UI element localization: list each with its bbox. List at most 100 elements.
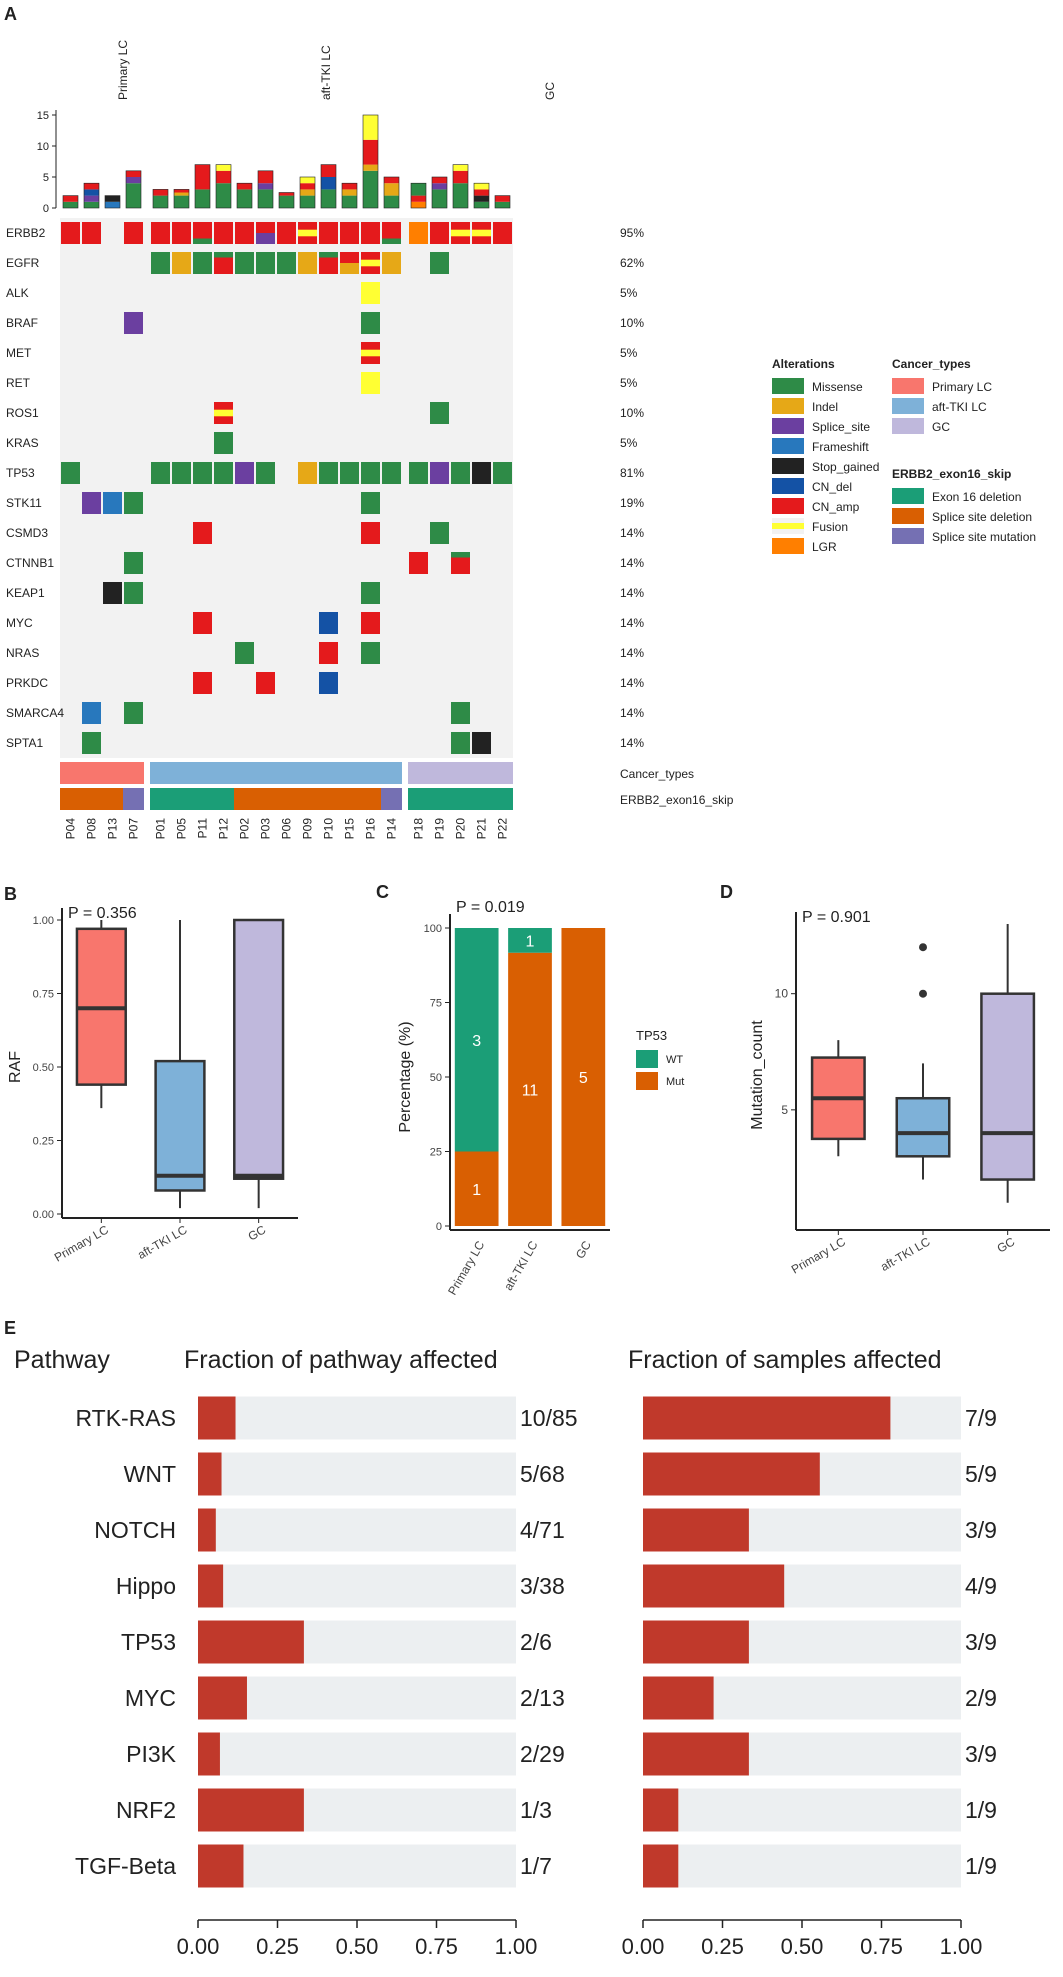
pathway-fraction-label: 2/13	[520, 1685, 565, 1711]
box-body	[980, 992, 1036, 1181]
oncoprint-cell	[172, 222, 191, 244]
top-count-bar-segment	[84, 189, 99, 196]
top-count-bar-outline	[83, 182, 100, 209]
exon16-skip-cell	[171, 788, 192, 810]
group-label: aft-TKI LC	[319, 45, 333, 100]
legend-swatch	[892, 488, 924, 504]
top-count-bar-segment	[300, 189, 315, 196]
pathway-bar	[643, 1732, 749, 1776]
cancer-type-cell	[234, 762, 255, 784]
oncoprint-cell	[151, 252, 170, 274]
gene-label: ALK	[6, 286, 29, 300]
pathway-bar-background	[198, 1732, 516, 1776]
top-count-bar-segment	[432, 183, 447, 190]
oncoprint-cell	[172, 462, 191, 484]
cancer-type-cell	[123, 762, 144, 784]
legend-label: Indel	[812, 400, 838, 414]
panel-label-e: E	[4, 1318, 16, 1338]
top-count-bar-segment	[495, 195, 510, 202]
gene-label: RET	[6, 376, 31, 390]
top-count-bar-segment	[216, 170, 231, 184]
exon16-skip-cell	[450, 788, 471, 810]
gene-percent-label: 5%	[620, 346, 638, 360]
oncoprint-cell	[361, 222, 380, 244]
cancer-type-cell	[471, 762, 492, 784]
group-label: Primary LC	[116, 40, 130, 100]
oncoprint-cell	[430, 462, 449, 484]
exon16-skip-cell	[234, 788, 255, 810]
sample-label: P20	[454, 818, 468, 840]
top-count-bar-segment	[495, 201, 510, 208]
gene-percent-label: 5%	[620, 436, 638, 450]
x-tick-label: 0.25	[256, 1934, 299, 1959]
oncoprint-cell	[451, 702, 470, 724]
top-count-bar-segment	[195, 189, 210, 208]
gene-percent-label: 14%	[620, 676, 644, 690]
pathway-bar	[198, 1452, 222, 1496]
top-count-bar-segment	[363, 170, 378, 208]
top-count-bar-segment	[321, 177, 336, 190]
panel-label: B	[4, 884, 17, 904]
cancer-type-cell	[213, 762, 234, 784]
pathway-bar	[198, 1732, 220, 1776]
legend-swatch	[772, 438, 804, 454]
legend-swatch	[772, 498, 804, 514]
pathway-fraction-label: 5/9	[965, 1461, 997, 1487]
pathway-fraction-label: 1/3	[520, 1797, 552, 1823]
oncoprint-cell	[319, 462, 338, 484]
header-pathway: Pathway	[14, 1346, 110, 1374]
legend-label: Fusion	[812, 520, 848, 534]
gene-label: CTNNB1	[6, 556, 54, 570]
pathway-bar	[643, 1676, 714, 1720]
top-count-bar-segment	[432, 177, 447, 184]
exon16-skip-cell	[318, 788, 339, 810]
legend-label: Exon 16 deletion	[932, 490, 1021, 504]
oncoprint-cell	[361, 312, 380, 334]
top-count-bar-segment	[258, 183, 273, 190]
gene-label: PRKDC	[6, 676, 48, 690]
legend-swatch	[892, 378, 924, 394]
sample-label: P10	[322, 818, 336, 840]
gene-percent-label: 14%	[620, 526, 644, 540]
gene-label: KRAS	[6, 436, 39, 450]
exon16-skip-cell	[492, 788, 513, 810]
pathway-label: NRF2	[116, 1797, 176, 1823]
oncoprint-cell	[124, 222, 143, 244]
oncoprint-cell-overlay	[340, 263, 359, 274]
oncoprint-cell-overlay	[382, 238, 401, 244]
y-tick-label: 1.00	[33, 915, 54, 927]
top-count-bar-segment	[342, 189, 357, 196]
pathway-bar	[198, 1620, 304, 1664]
y-tick-label: 5	[781, 1103, 788, 1117]
oncoprint-cell	[193, 612, 212, 634]
top-count-bar-segment	[363, 115, 378, 140]
pathway-bar	[198, 1788, 304, 1832]
oncoprint-cell	[361, 492, 380, 514]
oncoprint-cell	[409, 462, 428, 484]
y-tick-label: 10	[775, 987, 789, 1001]
y-axis-title: RAF	[7, 1051, 24, 1083]
top-count-bar-segment	[342, 183, 357, 190]
pathway-bar-background	[198, 1844, 516, 1888]
sample-label: P05	[175, 818, 189, 840]
sample-label: P15	[343, 818, 357, 840]
oncoprint-cell-overlay	[214, 409, 233, 417]
panel-e-pathway-bars: E Pathway Fraction of pathway affected Frac…	[4, 1318, 997, 1959]
pathway-fraction-label: 10/85	[520, 1405, 578, 1431]
exon16-skip-cell	[429, 788, 450, 810]
cancer-type-cell	[360, 762, 381, 784]
top-count-bar-segment	[474, 189, 489, 196]
gene-percent-label: 10%	[620, 406, 644, 420]
oncoprint-cell	[298, 462, 317, 484]
bar-count-label: 5	[579, 1070, 588, 1087]
oncoprint-cell	[193, 462, 212, 484]
cancer-type-cell	[102, 762, 123, 784]
y-tick-label: 0.25	[33, 1136, 54, 1148]
legend-label: Stop_gained	[812, 460, 879, 474]
gene-label: CSMD3	[6, 526, 48, 540]
legend-swatch	[772, 418, 804, 434]
cancer-type-cell	[150, 762, 171, 784]
oncoprint-cell	[493, 462, 512, 484]
